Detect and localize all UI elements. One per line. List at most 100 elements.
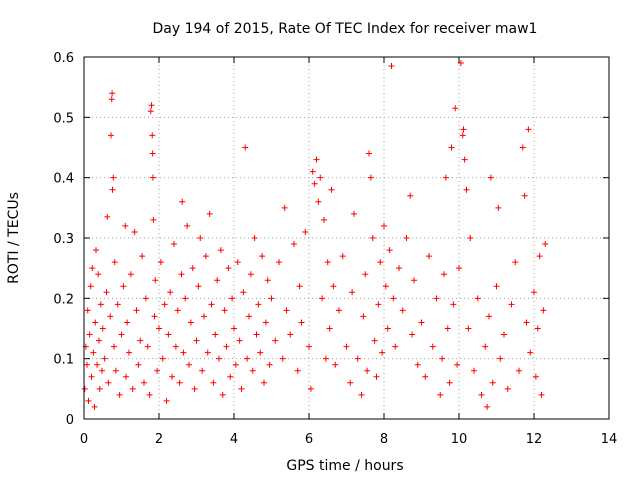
data-point xyxy=(465,325,472,332)
data-point xyxy=(182,295,189,302)
grid xyxy=(84,57,609,419)
data-point xyxy=(111,259,118,266)
data-point xyxy=(525,126,532,133)
data-point xyxy=(193,337,200,344)
data-point xyxy=(262,319,269,326)
data-point xyxy=(96,337,102,344)
data-point xyxy=(448,144,455,151)
y-axis-label: ROTI / TECUs xyxy=(6,192,22,284)
data-point xyxy=(396,265,402,272)
y-tick-label: 0.2 xyxy=(53,292,74,307)
data-point xyxy=(364,367,371,374)
data-point xyxy=(388,63,395,70)
data-point xyxy=(242,144,249,151)
data-point xyxy=(204,349,211,356)
x-tick-label: 10 xyxy=(451,432,468,447)
data-point xyxy=(452,105,459,112)
data-point xyxy=(199,367,206,374)
data-point xyxy=(88,373,95,380)
data-point xyxy=(108,96,115,103)
data-point xyxy=(375,301,382,308)
x-axis-label: GPS time / hours xyxy=(286,458,403,474)
data-point xyxy=(418,319,425,326)
data-point xyxy=(433,295,440,302)
data-point xyxy=(109,186,116,193)
data-point xyxy=(444,325,451,332)
data-point xyxy=(176,379,183,386)
data-point xyxy=(381,222,387,229)
data-point xyxy=(268,295,275,302)
data-point xyxy=(206,210,213,217)
data-point xyxy=(324,259,331,266)
data-point xyxy=(137,337,144,344)
data-point xyxy=(454,361,461,368)
data-point xyxy=(93,247,99,254)
data-point xyxy=(105,379,112,386)
data-point xyxy=(399,307,406,314)
data-point xyxy=(144,343,151,350)
data-point xyxy=(484,403,491,410)
data-point xyxy=(201,313,207,320)
data-point xyxy=(253,331,260,338)
data-point xyxy=(184,222,191,229)
data-point xyxy=(538,391,545,398)
data-point xyxy=(463,186,470,193)
data-point xyxy=(437,391,444,398)
data-point xyxy=(172,343,179,350)
data-point xyxy=(225,265,232,272)
data-point xyxy=(403,235,410,241)
data-point xyxy=(489,379,496,386)
x-tick-label: 14 xyxy=(601,432,618,447)
data-point xyxy=(495,204,502,211)
data-point xyxy=(474,295,481,302)
data-point xyxy=(429,343,436,350)
data-point xyxy=(169,373,176,380)
data-point xyxy=(339,253,346,260)
data-point xyxy=(123,373,129,380)
y-tick-label: 0.6 xyxy=(53,51,74,66)
x-tick-label: 0 xyxy=(80,432,88,447)
data-point xyxy=(354,355,361,362)
data-point xyxy=(96,385,103,392)
data-point xyxy=(85,397,92,404)
data-point xyxy=(467,235,474,241)
data-point xyxy=(109,90,116,97)
data-point xyxy=(497,355,504,362)
y-tick-label: 0.3 xyxy=(53,232,74,247)
data-point xyxy=(149,150,156,157)
data-point xyxy=(309,168,316,175)
data-point xyxy=(110,174,117,181)
data-point xyxy=(186,361,192,368)
data-point xyxy=(315,198,322,205)
data-point xyxy=(279,355,286,362)
data-point xyxy=(89,265,96,272)
data-point xyxy=(129,385,136,392)
data-point xyxy=(104,213,111,220)
data-point xyxy=(234,259,241,266)
data-point xyxy=(276,259,282,266)
data-point xyxy=(135,361,142,368)
data-point xyxy=(409,331,416,338)
data-point xyxy=(95,271,102,278)
data-point xyxy=(360,313,367,320)
data-point xyxy=(127,271,134,278)
data-point xyxy=(174,307,181,314)
data-point xyxy=(371,337,378,344)
data-point xyxy=(534,325,541,332)
data-point xyxy=(146,391,153,398)
data-point xyxy=(126,349,132,356)
data-point xyxy=(208,301,215,308)
plot-frame xyxy=(83,56,610,420)
data-point xyxy=(251,235,258,241)
data-point xyxy=(407,192,414,199)
data-point xyxy=(229,295,236,302)
x-tick-label: 6 xyxy=(305,432,313,447)
data-point xyxy=(426,253,432,260)
data-point xyxy=(99,325,106,332)
data-point xyxy=(94,361,101,368)
data-point xyxy=(351,210,357,217)
data-point xyxy=(118,331,125,338)
data-point xyxy=(441,271,447,278)
data-point xyxy=(167,289,174,296)
data-point xyxy=(307,385,314,392)
